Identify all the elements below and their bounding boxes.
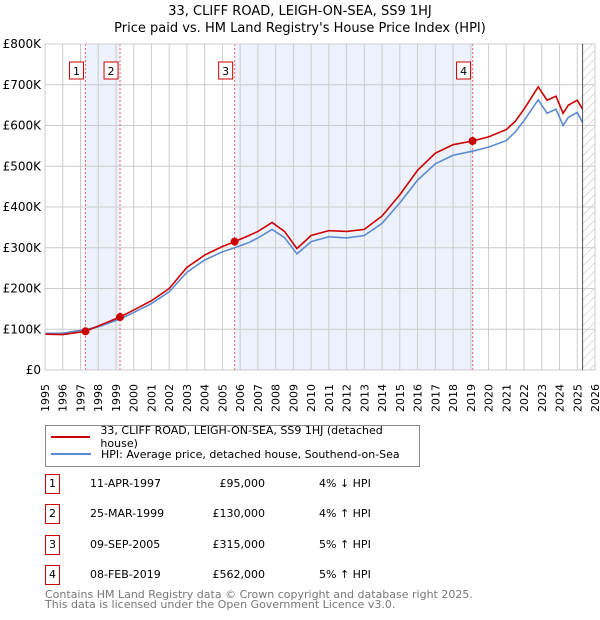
x-tick-label: 2011 xyxy=(323,384,336,412)
legend-red-line xyxy=(51,436,91,438)
x-tick-label: 2010 xyxy=(305,384,318,412)
x-tick-label: 2015 xyxy=(394,384,407,412)
legend-blue-line xyxy=(51,453,91,455)
transaction-row: 4 08-FEB-2019 £562,000 5% ↑ HPI xyxy=(45,564,425,585)
sale-marker-box xyxy=(103,61,119,80)
sale-badge: 1 xyxy=(45,474,60,494)
sale-badge: 2 xyxy=(45,504,60,525)
sale-hpi-diff: 5% ↑ HPI xyxy=(319,537,371,551)
x-tick-label: 2009 xyxy=(287,384,300,412)
x-tick-label: 2021 xyxy=(500,384,513,412)
sale-price: £315,000 xyxy=(212,537,266,551)
y-tick-label: £500K xyxy=(3,159,43,173)
sale-price: £95,000 xyxy=(219,477,266,490)
sale-marker-label: 3 xyxy=(222,65,229,78)
sale-hpi-diff: 5% ↑ HPI xyxy=(319,567,371,581)
sale-marker-box xyxy=(68,61,84,80)
sale-point xyxy=(116,313,125,322)
y-tick-label: £800K xyxy=(3,37,43,51)
x-tick-label: 2017 xyxy=(429,384,442,412)
x-tick-label: 2006 xyxy=(234,384,247,412)
sale-date: 25-MAR-1999 xyxy=(90,507,165,521)
transaction-row: 1 11-APR-1997 £95,000 4% ↓ HPI xyxy=(45,474,425,494)
x-tick-label: 2018 xyxy=(447,384,460,412)
chart-title: 33, CLIFF ROAD, LEIGH-ON-SEA, SS9 1HJ xyxy=(168,4,432,19)
y-tick-label: £600K xyxy=(3,119,43,133)
transaction-row: 3 09-SEP-2005 £315,000 5% ↑ HPI xyxy=(45,534,425,555)
x-tick-label: 2025 xyxy=(571,384,584,412)
x-tick-label: 2007 xyxy=(252,384,265,412)
sale-price: £130,000 xyxy=(212,507,266,521)
sale-marker-label: 4 xyxy=(460,65,467,78)
x-tick-label: 2024 xyxy=(554,384,567,412)
sale-price: £562,000 xyxy=(212,567,266,581)
x-tick-label: 2023 xyxy=(536,384,549,412)
y-tick-label: £300K xyxy=(3,241,43,255)
x-tick-label: 2012 xyxy=(341,384,354,412)
x-tick-label: 1996 xyxy=(57,384,70,412)
legend: 33, CLIFF ROAD, LEIGH-ON-SEA, SS9 1HJ (d… xyxy=(45,424,420,467)
price-paid-line xyxy=(44,85,584,336)
x-tick-label: 1997 xyxy=(74,384,87,412)
sale-badge: 3 xyxy=(45,534,60,555)
plot-frame xyxy=(44,43,596,371)
x-tick-label: 2004 xyxy=(199,384,212,412)
transaction-row: 2 25-MAR-1999 £130,000 4% ↑ HPI xyxy=(45,504,425,525)
footer-line2: This data is licensed under the Open Gov… xyxy=(45,598,396,611)
x-tick-label: 2013 xyxy=(358,384,371,412)
x-tick-label: 2019 xyxy=(465,384,478,412)
x-tick-label: 2008 xyxy=(270,384,283,412)
chart-subtitle: Price paid vs. HM Land Registry's House … xyxy=(114,21,486,36)
x-tick-label: 1995 xyxy=(39,384,52,412)
x-tick-label: 2022 xyxy=(518,384,531,412)
sale-point xyxy=(230,237,239,246)
x-tick-label: 1999 xyxy=(110,384,123,412)
sale-marker-label: 1 xyxy=(73,65,80,78)
sale-hpi-diff: 4% ↓ HPI xyxy=(319,477,371,490)
sale-point xyxy=(81,327,90,336)
footer: Contains HM Land Registry data © Crown c… xyxy=(45,588,473,611)
x-tick-label: 2002 xyxy=(163,384,176,412)
hpi-line xyxy=(45,98,584,335)
x-tick-label: 2000 xyxy=(128,384,141,412)
legend-label-hpi: HPI: Average price, detached house, Sout… xyxy=(101,447,400,461)
price-chart: 1 2 3 4 1995 1996 1997 1998 1999 2000 2001 2002 2003… xyxy=(3,37,600,412)
sale-marker-box xyxy=(218,61,234,80)
y-tick-label: £100K xyxy=(3,322,43,336)
x-tick-label: 1998 xyxy=(92,384,105,412)
x-tick-label: 2026 xyxy=(589,384,600,412)
sale-date: 08-FEB-2019 xyxy=(90,567,161,581)
sale-badge: 4 xyxy=(45,564,60,585)
x-tick-label: 2014 xyxy=(376,384,389,412)
x-tick-label: 2005 xyxy=(216,384,229,412)
sale-date: 11-APR-1997 xyxy=(90,477,162,490)
sale-hpi-diff: 4% ↑ HPI xyxy=(319,507,371,521)
sale-marker-label: 2 xyxy=(108,65,115,78)
sale-date: 09-SEP-2005 xyxy=(90,537,161,551)
y-tick-label: £400K xyxy=(3,200,43,214)
legend-label-property: 33, CLIFF ROAD, LEIGH-ON-SEA, SS9 1HJ (d… xyxy=(100,424,383,450)
y-tick-label: £700K xyxy=(3,78,43,92)
x-tick-label: 2020 xyxy=(483,384,496,412)
footer-line1: Contains HM Land Registry data © Crown c… xyxy=(45,588,473,601)
x-tick-label: 2003 xyxy=(181,384,194,412)
x-tick-label: 2001 xyxy=(145,384,158,412)
x-tick-label: 2016 xyxy=(412,384,425,412)
sale-marker-box xyxy=(456,61,472,80)
y-tick-label: £200K xyxy=(3,282,43,296)
y-tick-label: £0 xyxy=(26,363,41,377)
sale-point xyxy=(468,136,477,145)
